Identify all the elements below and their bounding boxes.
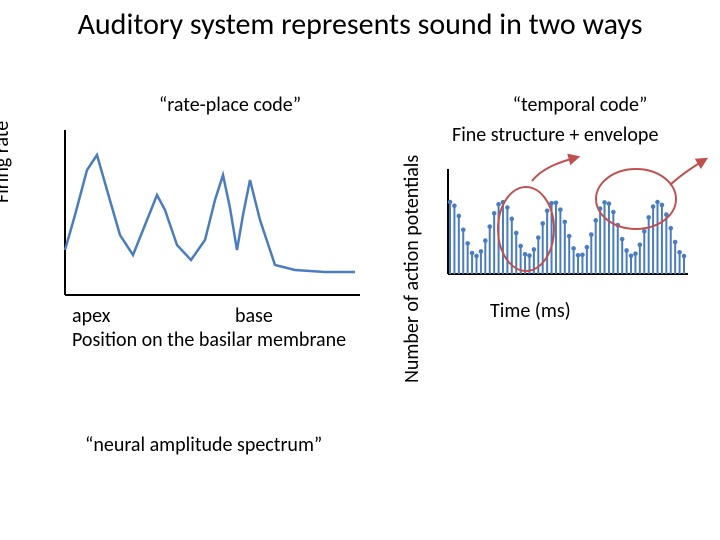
right-panel: “temporal code” Fine structure + envelop… bbox=[420, 93, 710, 433]
left-chart bbox=[20, 125, 360, 300]
annotation-fine-structure: Fine structure bbox=[452, 123, 565, 147]
left-panel: “rate-place code” apex base Position on … bbox=[20, 93, 400, 433]
right-subtitle: “temporal code” bbox=[450, 93, 710, 117]
left-bottom-caption: “neural amplitude spectrum” bbox=[85, 433, 322, 457]
left-subtitle: “rate-place code” bbox=[60, 93, 400, 117]
right-chart bbox=[420, 151, 700, 281]
annotation-envelope: + envelope bbox=[565, 123, 659, 147]
right-annotation: Fine structure + envelope bbox=[452, 123, 710, 147]
left-ylabel: Firing rate bbox=[0, 120, 14, 202]
left-xlabel-base: base bbox=[235, 304, 273, 328]
content-area: Firing rate Number of action potentials … bbox=[0, 43, 720, 483]
left-xlabel-caption: Position on the basilar membrane bbox=[72, 328, 400, 352]
right-xlabel: Time (ms) bbox=[490, 299, 710, 323]
slide-title: Auditory system represents sound in two … bbox=[0, 0, 720, 43]
left-xlabel-apex: apex bbox=[72, 304, 110, 328]
